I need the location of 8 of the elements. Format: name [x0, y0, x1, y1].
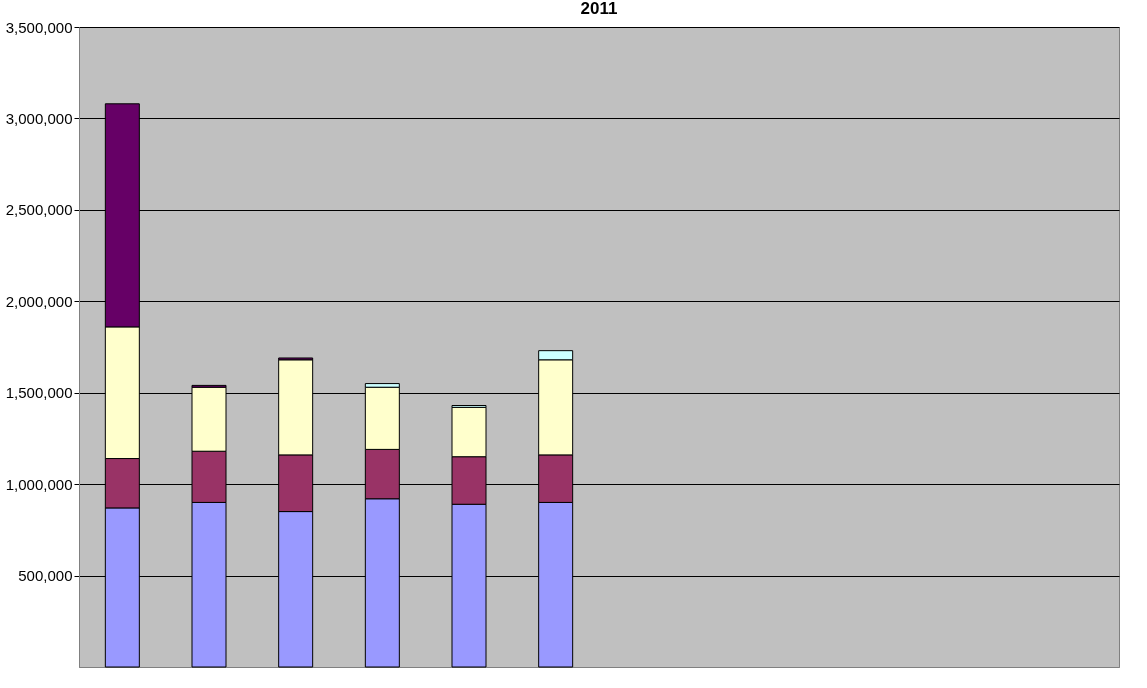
chart-title: 2011 — [580, 0, 618, 18]
y-tick-label: 3,000,000 — [5, 109, 73, 127]
y-tick-label: 500,000 — [18, 567, 73, 585]
y-tick-label: 3,500,000 — [5, 18, 73, 36]
y-tick-label: 1,500,000 — [5, 384, 73, 402]
y-tick-label: 1,000,000 — [5, 475, 73, 493]
y-tick-label: 2,500,000 — [5, 201, 73, 219]
y-tick-label: 2,000,000 — [5, 292, 73, 310]
